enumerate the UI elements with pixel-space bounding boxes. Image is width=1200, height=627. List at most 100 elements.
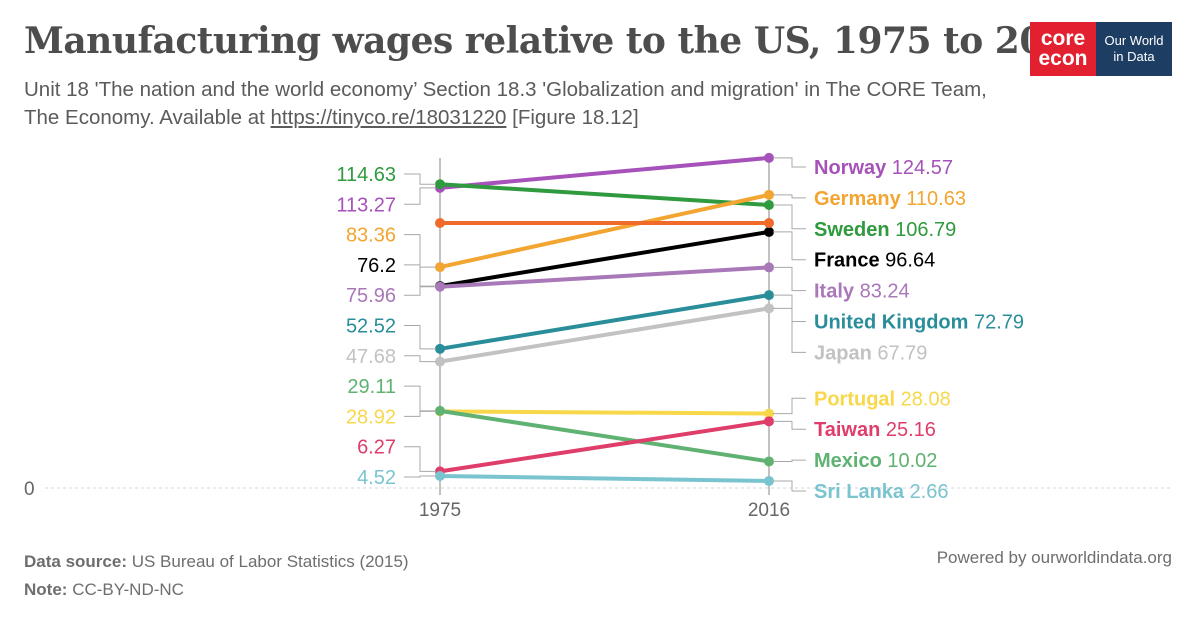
country-name-norway: Norway: [814, 157, 887, 179]
point-1975-unlabeled: [435, 218, 445, 228]
end-label-france: France 96.64: [814, 250, 935, 272]
end-label-italy: Italy 83.24: [814, 281, 910, 303]
start-value-united-kingdom: 52.52: [346, 316, 396, 338]
country-name-france: France: [814, 250, 880, 272]
end-value-sweden: 106.79: [890, 219, 957, 241]
source-label: Data source:: [24, 552, 127, 571]
end-label-japan: Japan 67.79: [814, 342, 927, 364]
point-2016-france: [764, 226, 774, 237]
end-value-mexico: 10.02: [882, 450, 938, 472]
end-value-taiwan: 25.16: [880, 419, 936, 441]
end-label-united-kingdom: United Kingdom 72.79: [814, 312, 1024, 334]
right-connector-sri-lanka: [773, 480, 806, 492]
right-connector-france: [773, 231, 806, 261]
end-label-sweden: Sweden 106.79: [814, 219, 956, 241]
point-2016-unlabeled: [764, 218, 774, 228]
end-value-norway: 124.57: [886, 157, 953, 179]
end-label-taiwan: Taiwan 25.16: [814, 419, 936, 441]
owid-logo-line1: Our World: [1104, 33, 1164, 48]
start-value-germany: 83.36: [346, 225, 396, 247]
note-label: Note:: [24, 580, 68, 599]
point-2016-sweden: [764, 200, 774, 211]
powered-by[interactable]: Powered by ourworldindata.org: [936, 548, 1172, 567]
country-name-sweden: Sweden: [814, 219, 890, 241]
start-value-mexico: 29.11: [347, 376, 396, 398]
start-value-france: 76.2: [357, 255, 396, 277]
country-name-united-kingdom: United Kingdom: [814, 312, 968, 334]
point-2016-germany: [764, 189, 774, 200]
point-2016-norway: [764, 152, 774, 163]
right-connector-sweden: [773, 204, 806, 230]
point-1975-united-kingdom: [435, 343, 445, 354]
left-connector-japan: [404, 355, 436, 363]
left-connector-sri-lanka: [404, 475, 436, 478]
right-connector-taiwan: [773, 420, 806, 430]
figure-reference: [Figure 18.12]: [512, 106, 639, 129]
end-value-france: 96.64: [880, 250, 936, 272]
right-connector-portugal: [773, 397, 806, 415]
point-2016-taiwan: [764, 416, 774, 427]
left-connector-portugal: [404, 410, 436, 417]
point-1975-germany: [435, 262, 445, 273]
right-connector-norway: [773, 157, 806, 168]
end-value-united-kingdom: 72.79: [968, 312, 1024, 334]
point-1975-sri-lanka: [435, 471, 445, 482]
left-connector-sweden: [404, 173, 436, 185]
left-connector-germany: [404, 234, 436, 268]
logo[interactable]: core econ Our World in Data: [1030, 22, 1172, 76]
point-2016-japan: [764, 303, 774, 314]
core-logo-line2: econ: [1038, 47, 1088, 70]
subtitle-text: Unit 18 'The nation and the world econom…: [24, 78, 987, 129]
point-1975-sweden: [435, 179, 445, 190]
series-line-sweden: [438, 182, 771, 208]
end-value-sri-lanka: 2.66: [904, 481, 948, 503]
start-value-italy: 75.96: [346, 285, 396, 307]
country-name-italy: Italy: [814, 281, 855, 303]
series-line-france: [438, 229, 771, 289]
left-connector-taiwan: [404, 446, 436, 472]
end-value-italy: 83.24: [854, 281, 910, 303]
end-label-sri-lanka: Sri Lanka 2.66: [814, 481, 949, 503]
point-2016-sri-lanka: [764, 475, 774, 486]
country-name-taiwan: Taiwan: [814, 419, 880, 441]
series-line-taiwan: [438, 419, 771, 474]
point-2016-italy: [764, 262, 774, 273]
year-label-1975: 1975: [419, 500, 461, 521]
end-value-portugal: 28.08: [895, 388, 951, 410]
right-connector-italy: [773, 266, 806, 292]
start-value-taiwan: 6.27: [357, 437, 396, 459]
end-value-japan: 67.79: [872, 342, 928, 364]
start-value-portugal: 28.92: [346, 406, 396, 428]
left-connector-united-kingdom: [404, 325, 436, 350]
owid-logo-line2: in Data: [1113, 49, 1155, 64]
end-label-germany: Germany 110.63: [814, 188, 966, 210]
note-text: CC-BY-ND-NC: [72, 580, 184, 599]
series-line-mexico: [438, 408, 771, 464]
source-link[interactable]: https://tinyco.re/18031220: [270, 106, 507, 129]
end-label-norway: Norway 124.57: [814, 157, 953, 179]
series-line-norway: [438, 155, 771, 190]
country-name-sri-lanka: Sri Lanka: [814, 481, 905, 503]
right-connector-mexico: [773, 459, 806, 462]
chart-subtitle: Unit 18 'The nation and the world econom…: [24, 76, 1024, 132]
end-value-germany: 110.63: [901, 188, 966, 210]
point-2016-united-kingdom: [764, 290, 774, 301]
owid-logo: Our World in Data: [1096, 22, 1172, 76]
end-label-mexico: Mexico 10.02: [814, 450, 937, 472]
series-line-united-kingdom: [438, 293, 771, 351]
start-value-sri-lanka: 4.52: [357, 467, 396, 489]
y-tick-label: 0: [24, 479, 35, 500]
left-connector-norway: [404, 187, 436, 205]
year-label-2016: 2016: [748, 500, 790, 521]
right-connector-japan: [773, 307, 806, 353]
point-1975-italy: [435, 281, 445, 292]
start-value-sweden: 114.63: [336, 164, 396, 186]
series-line-portugal: [438, 409, 771, 416]
series-line-sri-lanka: [438, 474, 771, 483]
left-connector-france: [404, 264, 436, 287]
start-value-norway: 113.27: [336, 194, 396, 216]
left-connector-mexico: [404, 385, 436, 412]
series-line-italy: [438, 265, 771, 289]
source-text: US Bureau of Labor Statistics (2015): [131, 552, 409, 571]
